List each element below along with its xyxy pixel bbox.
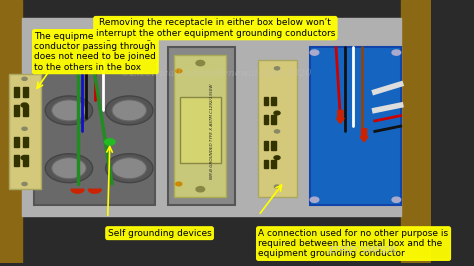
Bar (23, 87, 28, 97)
Text: The equipment grounding
conductor passing through
does not need to be joined
to : The equipment grounding conductor passin… (35, 32, 156, 72)
FancyArrow shape (360, 129, 368, 142)
Bar (168, 47, 235, 205)
Circle shape (196, 187, 205, 192)
Bar (264, 97, 268, 105)
Circle shape (52, 100, 86, 121)
Circle shape (310, 197, 319, 202)
Text: A connection used for no other purpose is
required between the metal box and the: A connection used for no other purpose i… (258, 229, 448, 259)
Circle shape (392, 50, 401, 55)
Circle shape (22, 77, 27, 80)
Bar (264, 115, 268, 123)
Bar (310, 47, 401, 205)
Bar (14, 87, 19, 97)
Bar (23, 105, 28, 116)
Circle shape (196, 60, 205, 66)
Circle shape (176, 69, 182, 73)
Circle shape (310, 50, 319, 55)
Circle shape (45, 96, 92, 125)
Text: JEFFREY SIMPSON: JEFFREY SIMPSON (328, 246, 396, 255)
Circle shape (21, 103, 28, 107)
Circle shape (112, 100, 146, 121)
Bar (180, 97, 221, 163)
Circle shape (274, 67, 280, 70)
Text: Self grounding devices: Self grounding devices (108, 229, 211, 238)
Circle shape (274, 130, 280, 133)
Circle shape (22, 182, 27, 186)
Bar (0, 0, 21, 263)
Circle shape (274, 156, 280, 160)
FancyArrow shape (337, 110, 344, 123)
Text: ©ElectricalLicenseRenewal.Com 2020: ©ElectricalLicenseRenewal.Com 2020 (119, 69, 311, 78)
Bar (9, 74, 41, 189)
Circle shape (45, 154, 92, 183)
Circle shape (105, 139, 115, 145)
Bar (272, 142, 276, 150)
Bar (14, 105, 19, 116)
Bar (21, 18, 401, 215)
Text: NM-B GROUNDED TYPE X ASTM C1292/1350W: NM-B GROUNDED TYPE X ASTM C1292/1350W (210, 84, 214, 179)
Bar (272, 160, 276, 168)
Circle shape (106, 154, 153, 183)
Bar (264, 142, 268, 150)
Circle shape (106, 96, 153, 125)
Circle shape (392, 197, 401, 202)
Bar (14, 137, 19, 147)
Circle shape (274, 185, 280, 188)
Circle shape (274, 111, 280, 115)
Bar (258, 60, 297, 197)
Wedge shape (71, 189, 84, 193)
Bar (401, 0, 431, 263)
Bar (14, 155, 19, 165)
Circle shape (21, 156, 28, 160)
Circle shape (52, 158, 86, 179)
Bar (23, 155, 28, 165)
Circle shape (176, 182, 182, 186)
Bar (35, 47, 155, 205)
Bar (272, 97, 276, 105)
Bar (23, 137, 28, 147)
Circle shape (112, 158, 146, 179)
Bar (264, 160, 268, 168)
Bar (272, 115, 276, 123)
Text: Removing the receptacle in either box below won’t
interrupt the other equipment : Removing the receptacle in either box be… (96, 18, 335, 38)
Bar (174, 55, 226, 197)
Wedge shape (88, 189, 101, 193)
Circle shape (22, 127, 27, 130)
